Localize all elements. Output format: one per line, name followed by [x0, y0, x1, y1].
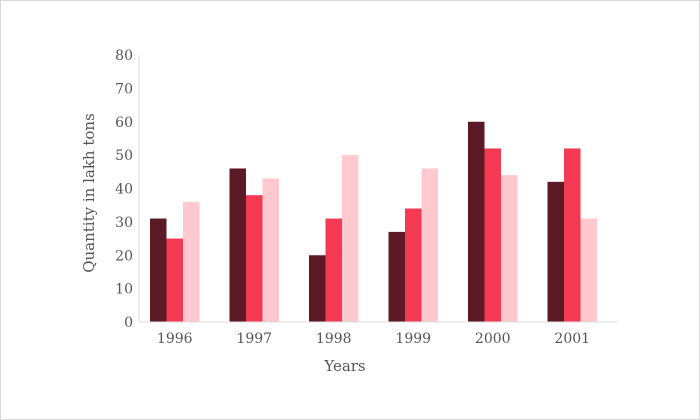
bar-2000-series-2: [484, 148, 501, 322]
bar-1998-series-2: [325, 218, 342, 322]
y-tick-label: 20: [115, 248, 133, 264]
bar-1998-series-1: [309, 255, 326, 322]
y-axis-ticks: 0 10 20 30 40 50 60 70 80: [115, 48, 133, 331]
bar-2000-series-1: [468, 121, 485, 322]
x-tick-label: 1998: [316, 331, 352, 347]
y-axis-title: Quantity in lakh tons: [80, 113, 98, 273]
x-tick-label: 1997: [236, 331, 272, 347]
x-axis-title: Years: [323, 357, 365, 375]
bar-1999-series-3: [421, 168, 438, 322]
x-tick-label: 1996: [157, 331, 193, 347]
bar-1997-series-3: [262, 178, 279, 322]
bar-2001-series-2: [564, 148, 581, 322]
bar-1996-series-1: [150, 218, 167, 322]
y-tick-label: 40: [115, 182, 133, 198]
bar-1996-series-2: [166, 238, 183, 322]
y-tick-label: 60: [115, 115, 133, 131]
bar-2000-series-3: [501, 175, 518, 322]
y-tick-label: 80: [115, 48, 133, 64]
y-tick-label: 70: [115, 81, 133, 97]
y-tick-label: 50: [115, 148, 133, 164]
bar-1997-series-2: [246, 195, 263, 322]
x-tick-label: 1999: [395, 331, 431, 347]
y-tick-label: 10: [115, 282, 133, 298]
bar-1999-series-1: [388, 231, 405, 322]
bars: [150, 121, 597, 322]
y-tick-label: 30: [115, 215, 133, 231]
bar-2001-series-3: [580, 218, 597, 322]
x-tick-label: 2001: [554, 331, 590, 347]
bar-1998-series-3: [342, 155, 359, 322]
bar-1996-series-3: [183, 201, 200, 322]
bar-1999-series-2: [405, 208, 422, 322]
y-tick-label: 0: [124, 315, 133, 331]
x-tick-label: 2000: [475, 331, 511, 347]
bar-1997-series-1: [229, 168, 246, 322]
x-axis-ticks: 1996 1997 1998 1999 2000 2001: [157, 331, 590, 347]
bar-2001-series-1: [547, 181, 564, 322]
